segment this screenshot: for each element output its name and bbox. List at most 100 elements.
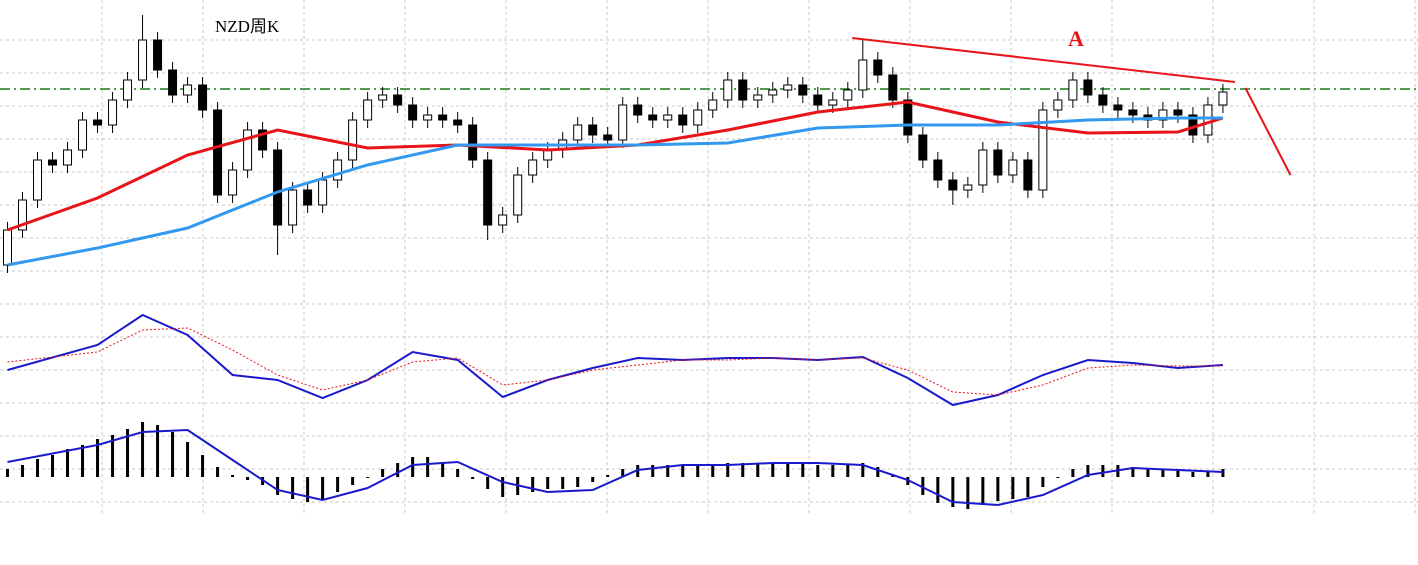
histogram-bar	[666, 465, 670, 477]
histogram-bar	[96, 439, 100, 477]
candle-body	[183, 84, 193, 96]
histogram-bar	[426, 457, 430, 477]
candle-body	[228, 169, 238, 196]
candle-body	[1203, 104, 1213, 136]
histogram-bar	[921, 477, 925, 495]
candle-body	[1218, 91, 1228, 106]
histogram-bar	[816, 465, 820, 477]
candle-body	[468, 124, 478, 161]
chart-title: NZD周K	[215, 17, 280, 36]
histogram-bar	[216, 467, 220, 477]
histogram-bar	[156, 425, 160, 477]
histogram-bar	[876, 467, 880, 477]
histogram-bar	[711, 464, 715, 477]
candle-body	[198, 84, 208, 111]
histogram-bar	[741, 463, 745, 477]
histogram-bar	[396, 463, 400, 477]
line-series	[7, 116, 1223, 267]
candle-body	[708, 99, 718, 111]
candle-body	[798, 84, 808, 96]
histogram-bar	[441, 462, 445, 477]
histogram-bar	[1206, 471, 1210, 477]
candle-body	[1023, 159, 1033, 191]
histogram-bar	[276, 477, 280, 495]
histogram-bar	[786, 462, 790, 477]
candle-body	[3, 229, 13, 266]
candle-body	[1173, 109, 1183, 116]
candle-body	[63, 149, 73, 166]
candle-body	[378, 94, 388, 101]
histogram-bar	[531, 477, 535, 492]
candle-body	[93, 119, 103, 126]
candle-body	[618, 104, 628, 141]
candle-body	[783, 84, 793, 91]
candle-body	[483, 159, 493, 226]
candle-body	[273, 149, 283, 226]
candle-body	[753, 94, 763, 101]
line-series	[7, 428, 1223, 507]
candle-body	[843, 89, 853, 101]
candle-body	[918, 134, 928, 161]
histogram-bar	[1041, 477, 1045, 487]
histogram-bar	[291, 477, 295, 499]
histogram-bar	[231, 475, 235, 477]
histogram-bar	[591, 477, 595, 482]
candle-body	[828, 99, 838, 106]
histogram-bar	[546, 477, 550, 489]
line-series	[7, 327, 1223, 396]
candle-body	[603, 134, 613, 141]
histogram-bar	[456, 469, 460, 477]
candle-body	[48, 159, 58, 166]
candle-body	[888, 74, 898, 101]
histogram-bar	[1086, 465, 1090, 477]
histogram-bar	[1011, 477, 1015, 499]
histogram-bar	[861, 463, 865, 477]
candle-body	[1053, 99, 1063, 111]
annotation: A	[1068, 26, 1084, 51]
histogram-bar	[576, 477, 580, 487]
candle-body	[993, 149, 1003, 176]
candle-body	[1128, 109, 1138, 116]
candle-body	[513, 174, 523, 216]
candle-body	[33, 159, 43, 201]
histogram-bar	[366, 477, 370, 478]
trend-line	[1244, 87, 1292, 176]
candle-body	[693, 109, 703, 126]
candle-body	[1008, 159, 1018, 176]
histogram-bar	[186, 442, 190, 477]
histogram-bar	[21, 465, 25, 477]
histogram-bar	[1176, 471, 1180, 477]
candle-body	[663, 114, 673, 121]
histogram-bar	[1056, 477, 1060, 478]
histogram-bar	[66, 449, 70, 477]
histogram-bar	[981, 477, 985, 505]
histogram-bar	[351, 477, 355, 485]
candle-body	[1038, 109, 1048, 191]
candle-body	[978, 149, 988, 186]
histogram-bar	[1026, 477, 1030, 497]
plot	[0, 15, 1418, 509]
histogram-bar	[246, 477, 250, 480]
candle-body	[288, 189, 298, 226]
candle-body	[903, 99, 913, 136]
histogram-bar	[81, 445, 85, 477]
histogram-bar	[696, 465, 700, 477]
candle-body	[1083, 79, 1093, 96]
candle-body	[303, 189, 313, 206]
candle-body	[18, 199, 28, 231]
candle-body	[138, 39, 148, 81]
candle-body	[873, 59, 883, 76]
histogram-bar	[681, 465, 685, 477]
candle-body	[723, 79, 733, 101]
candle-body	[423, 114, 433, 121]
candle-body	[498, 214, 508, 226]
candle-body	[678, 114, 688, 126]
histogram-bar	[471, 477, 475, 479]
histogram-bar	[1101, 465, 1105, 477]
candle-body	[243, 129, 253, 171]
histogram-bar	[321, 477, 325, 499]
trend-line	[852, 37, 1236, 83]
histogram-bar	[951, 477, 955, 507]
candle-body	[453, 119, 463, 126]
